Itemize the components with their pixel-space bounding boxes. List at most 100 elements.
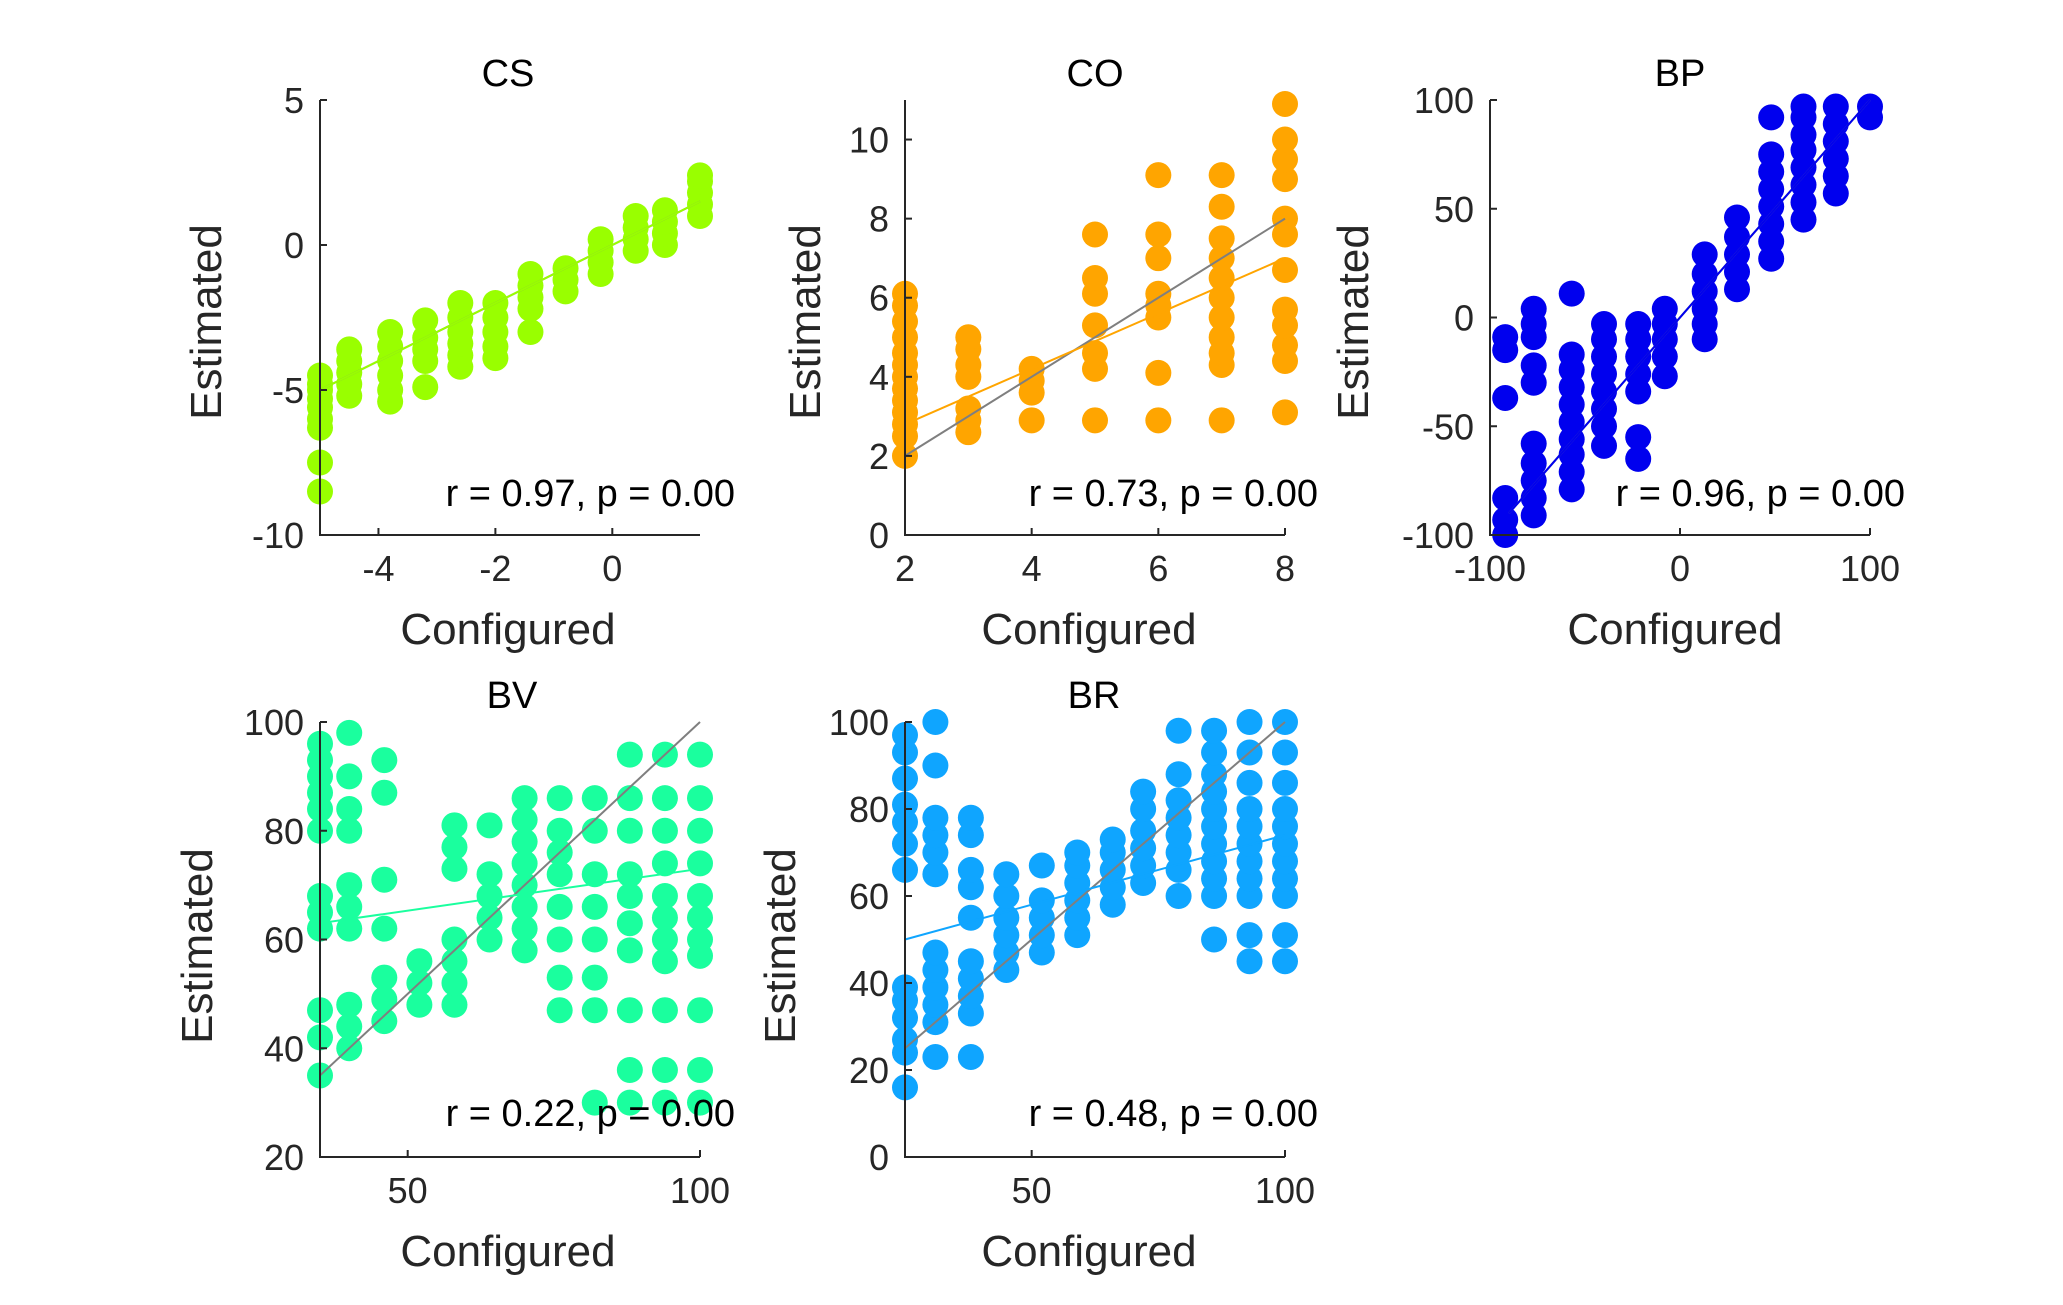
data-point <box>922 1043 949 1070</box>
y-tick-label: 0 <box>1454 298 1474 339</box>
data-point <box>1145 280 1172 307</box>
data-point <box>336 915 363 942</box>
data-point <box>1520 295 1547 322</box>
correlation-annotation: r = 0.22, p = 0.00 <box>446 1093 735 1135</box>
x-tick-label: 100 <box>670 1170 730 1211</box>
data-point <box>517 261 544 287</box>
data-point <box>651 883 678 909</box>
data-point <box>1165 787 1192 814</box>
y-tick-label: 80 <box>849 789 889 830</box>
data-point <box>1272 796 1298 822</box>
panel-bp: BP Configured Estimated -100 0 100 -100 -50 0… <box>1329 53 1905 654</box>
y-axis-label: Estimated <box>173 848 222 1044</box>
data-point <box>1130 778 1157 805</box>
data-point <box>1201 739 1228 766</box>
data-point <box>336 719 363 746</box>
data-point <box>546 817 573 844</box>
y-tick-label: 80 <box>264 811 304 852</box>
x-axis-label: Configured <box>981 1227 1196 1276</box>
data-point <box>1272 126 1298 153</box>
data-point <box>1520 450 1547 477</box>
data-point <box>336 336 363 363</box>
data-point <box>651 817 678 844</box>
data-point <box>447 290 474 316</box>
y-tick-label: -100 <box>1402 515 1474 556</box>
data-point <box>336 991 363 1018</box>
data-point <box>1651 295 1678 322</box>
data-point <box>1591 432 1617 459</box>
data-point <box>1236 922 1263 949</box>
data-point <box>616 785 643 812</box>
data-point <box>1758 104 1785 131</box>
data-point <box>922 861 949 888</box>
data-point <box>1272 399 1298 426</box>
data-point <box>581 997 608 1024</box>
y-tick-label: 40 <box>264 1028 304 1069</box>
data-point <box>581 817 608 844</box>
y-axis-label: Estimated <box>781 224 830 420</box>
data-point <box>336 872 363 899</box>
x-tick-label: 8 <box>1275 548 1295 589</box>
data-point <box>687 1089 713 1116</box>
data-point <box>336 893 363 920</box>
data-point <box>616 817 643 844</box>
x-tick-label: -2 <box>479 548 511 589</box>
x-tick-label: 50 <box>1012 1170 1052 1211</box>
data-point <box>1201 926 1228 953</box>
data-point <box>1082 221 1108 248</box>
data-point <box>957 804 984 831</box>
data-point <box>581 893 608 920</box>
y-tick-label: 0 <box>869 515 889 556</box>
data-point <box>1272 769 1298 796</box>
data-point <box>616 1089 643 1116</box>
data-point <box>581 861 608 888</box>
data-point <box>511 893 538 920</box>
data-point <box>687 926 713 953</box>
data-point <box>1236 709 1263 735</box>
data-point <box>1272 166 1298 193</box>
y-tick-label: 100 <box>1414 80 1474 121</box>
y-tick-label: 4 <box>869 357 889 398</box>
data-point <box>957 904 984 931</box>
x-axis-label: Configured <box>400 1227 615 1276</box>
data-point <box>1208 407 1235 434</box>
correlation-annotation: r = 0.73, p = 0.00 <box>1029 473 1318 515</box>
correlation-annotation: r = 0.48, p = 0.00 <box>1029 1093 1318 1135</box>
data-point <box>651 997 678 1024</box>
x-axis-label: Configured <box>1567 605 1782 654</box>
x-axis-label: Configured <box>981 605 1196 654</box>
data-point <box>993 861 1020 888</box>
y-tick-label: 60 <box>849 876 889 917</box>
data-point <box>371 866 398 893</box>
data-point <box>546 997 573 1024</box>
data-point <box>371 915 398 942</box>
data-point <box>336 796 363 822</box>
data-point <box>651 1057 678 1083</box>
data-point <box>687 162 713 189</box>
data-point <box>993 904 1020 931</box>
x-tick-label: 2 <box>895 548 915 589</box>
chart-title: BP <box>1655 53 1706 95</box>
data-point <box>371 779 398 806</box>
data-point <box>511 915 538 942</box>
data-point <box>371 964 398 991</box>
chart-title: BV <box>487 675 538 717</box>
x-tick-label: 4 <box>1022 548 1042 589</box>
data-point <box>1272 90 1298 117</box>
data-point <box>1625 445 1652 472</box>
fit-line <box>319 200 701 391</box>
data-point <box>651 850 678 877</box>
x-tick-label: 50 <box>388 1170 428 1211</box>
data-point <box>616 910 643 937</box>
data-point <box>1857 93 1883 120</box>
y-tick-label: 0 <box>284 225 304 266</box>
data-point <box>412 374 439 401</box>
data-point <box>1208 162 1235 189</box>
data-point <box>546 893 573 920</box>
data-point <box>511 937 538 964</box>
y-tick-label: 100 <box>244 702 304 743</box>
data-point <box>441 970 468 996</box>
y-tick-label: 20 <box>264 1137 304 1178</box>
data-point <box>1099 826 1126 853</box>
data-point <box>955 324 982 351</box>
